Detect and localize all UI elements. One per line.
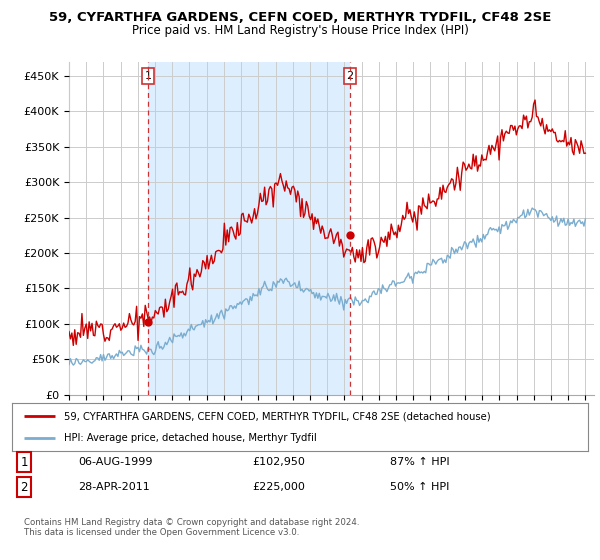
Text: 1: 1 — [20, 455, 28, 469]
Text: 2: 2 — [20, 480, 28, 494]
Text: 06-AUG-1999: 06-AUG-1999 — [78, 457, 152, 467]
Text: 50% ↑ HPI: 50% ↑ HPI — [390, 482, 449, 492]
Text: 87% ↑ HPI: 87% ↑ HPI — [390, 457, 449, 467]
Text: HPI: Average price, detached house, Merthyr Tydfil: HPI: Average price, detached house, Mert… — [64, 433, 317, 443]
Text: 1: 1 — [145, 71, 152, 81]
Text: Price paid vs. HM Land Registry's House Price Index (HPI): Price paid vs. HM Land Registry's House … — [131, 24, 469, 37]
Text: 59, CYFARTHFA GARDENS, CEFN COED, MERTHYR TYDFIL, CF48 2SE: 59, CYFARTHFA GARDENS, CEFN COED, MERTHY… — [49, 11, 551, 24]
Text: £102,950: £102,950 — [252, 457, 305, 467]
Text: 59, CYFARTHFA GARDENS, CEFN COED, MERTHYR TYDFIL, CF48 2SE (detached house): 59, CYFARTHFA GARDENS, CEFN COED, MERTHY… — [64, 411, 490, 421]
Bar — [148, 62, 350, 395]
Text: £225,000: £225,000 — [252, 482, 305, 492]
Text: 2: 2 — [346, 71, 353, 81]
Text: Contains HM Land Registry data © Crown copyright and database right 2024.
This d: Contains HM Land Registry data © Crown c… — [24, 518, 359, 538]
Text: 28-APR-2011: 28-APR-2011 — [78, 482, 150, 492]
